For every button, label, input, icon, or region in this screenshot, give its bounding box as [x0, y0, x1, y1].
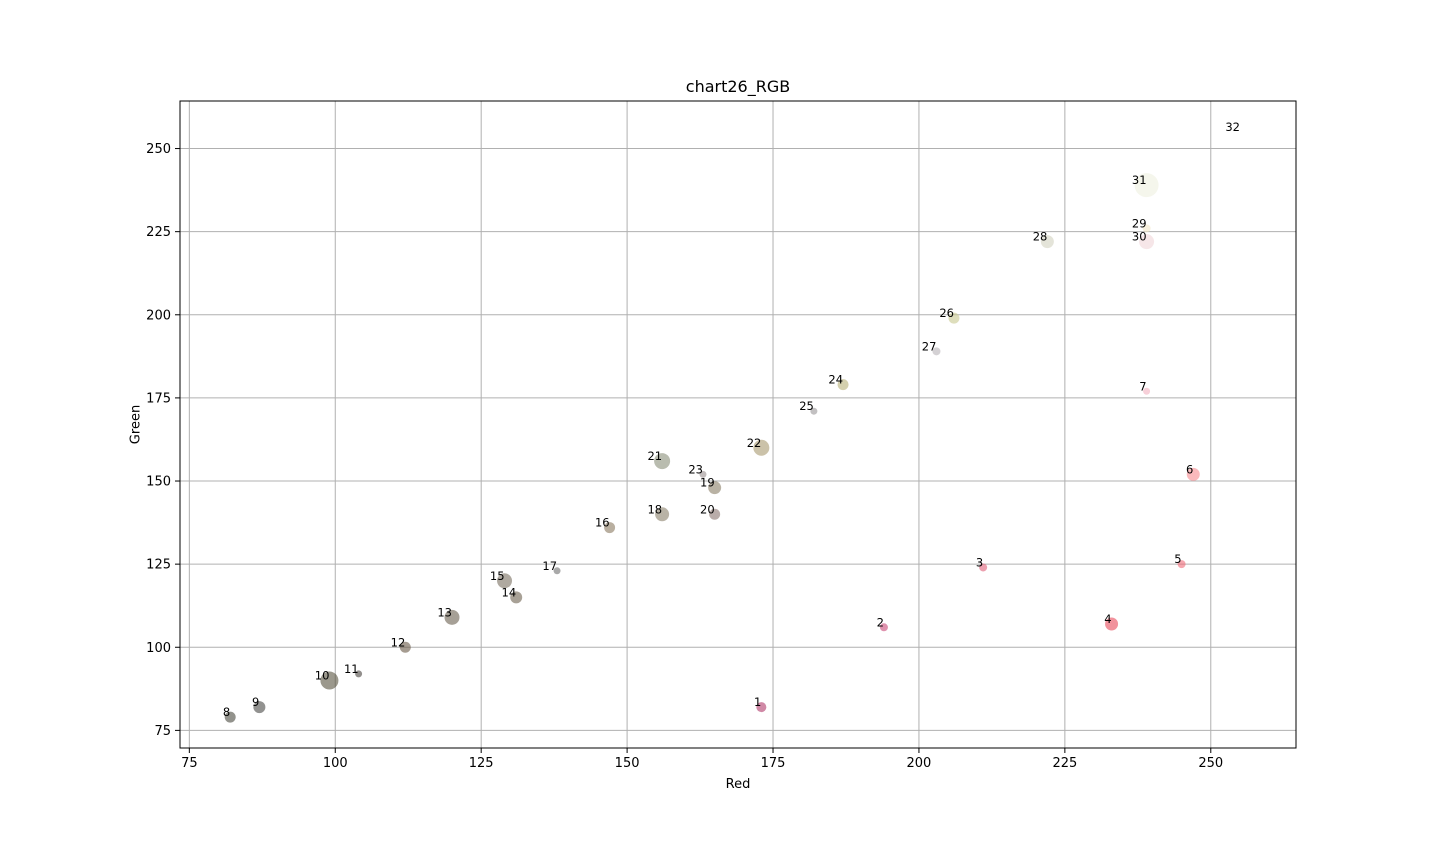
point-label: 24	[828, 373, 843, 387]
data-point	[604, 522, 616, 534]
y-tick-label: 250	[146, 142, 171, 157]
data-point	[1186, 467, 1200, 481]
point-label: 3	[976, 555, 983, 569]
x-tick-label: 100	[323, 756, 348, 771]
y-tick-label: 100	[146, 641, 171, 656]
data-point	[1143, 387, 1151, 395]
data-point	[1235, 127, 1244, 136]
point-label: 28	[1033, 230, 1048, 244]
data-point	[979, 563, 988, 572]
data-point	[837, 379, 849, 391]
x-tick-label: 225	[1052, 756, 1077, 771]
data-point	[444, 609, 460, 625]
data-point	[1139, 234, 1155, 250]
data-point	[932, 347, 941, 356]
x-tick-label: 75	[181, 756, 198, 771]
point-label: 32	[1225, 120, 1240, 134]
point-label: 26	[939, 306, 954, 320]
point-label: 2	[877, 615, 884, 629]
point-label: 18	[647, 502, 662, 516]
data-point	[699, 470, 707, 478]
chart-title: chart26_RGB	[686, 77, 790, 97]
y-axis-label: Green	[129, 405, 144, 444]
point-label: 13	[437, 605, 452, 619]
point-label: 8	[223, 705, 230, 719]
point-label: 20	[700, 502, 715, 516]
point-label: 10	[315, 669, 330, 683]
point-label: 1	[754, 695, 761, 709]
data-point	[320, 671, 339, 690]
point-label: 25	[799, 399, 814, 413]
y-tick-label: 150	[146, 475, 171, 490]
data-point	[708, 481, 722, 495]
point-label: 31	[1132, 173, 1147, 187]
data-point	[497, 573, 513, 589]
x-axis-label: Red	[726, 777, 751, 792]
data-point	[753, 439, 770, 456]
data-point	[810, 407, 818, 415]
grid	[180, 101, 1296, 748]
plot-frame	[179, 100, 1297, 749]
x-tick-label: 200	[907, 756, 932, 771]
data-point	[553, 567, 561, 575]
data-point	[709, 508, 721, 520]
point-label: 15	[490, 569, 505, 583]
point-label: 23	[688, 462, 703, 476]
y-axis-ticks: 75 100 125 150 175 200 225 250	[146, 142, 180, 739]
point-label: 17	[542, 559, 557, 573]
x-tick-label: 125	[469, 756, 494, 771]
data-point	[224, 711, 236, 723]
y-tick-label: 125	[146, 558, 171, 573]
data-point	[510, 591, 523, 604]
y-tick-label: 225	[146, 225, 171, 240]
x-tick-label: 150	[615, 756, 640, 771]
point-label: 7	[1139, 379, 1146, 393]
data-point	[756, 702, 767, 713]
point-label: 5	[1174, 552, 1181, 566]
point-label: 22	[747, 436, 762, 450]
data-point	[948, 312, 960, 324]
data-point	[253, 701, 266, 714]
data-point	[879, 623, 888, 632]
data-point	[1105, 617, 1119, 631]
y-tick-label: 175	[146, 391, 171, 406]
point-label: 29	[1132, 216, 1147, 230]
point-label: 30	[1132, 230, 1147, 244]
y-tick-label: 75	[154, 724, 171, 739]
point-label: 14	[502, 585, 517, 599]
data-point	[1134, 173, 1159, 198]
x-axis-ticks: 75 100 125 150 175 200 225 250	[181, 748, 1223, 771]
point-label: 12	[391, 635, 406, 649]
data-point	[655, 507, 670, 522]
x-tick-label: 175	[761, 756, 786, 771]
data-point	[399, 641, 411, 653]
data-point	[1177, 560, 1186, 569]
point-label: 6	[1186, 462, 1193, 476]
y-tick-label: 200	[146, 308, 171, 323]
point-label: 27	[922, 339, 937, 353]
data-point	[355, 670, 363, 678]
point-label: 11	[344, 662, 359, 676]
data-points	[224, 127, 1244, 723]
data-point	[654, 453, 671, 470]
point-label: 21	[647, 449, 662, 463]
data-point	[1040, 235, 1054, 249]
x-tick-label: 250	[1198, 756, 1223, 771]
point-label: 4	[1104, 612, 1111, 626]
point-label: 19	[700, 476, 715, 490]
point-label: 16	[595, 516, 610, 530]
data-point	[1142, 224, 1151, 233]
point-label: 9	[252, 695, 259, 709]
